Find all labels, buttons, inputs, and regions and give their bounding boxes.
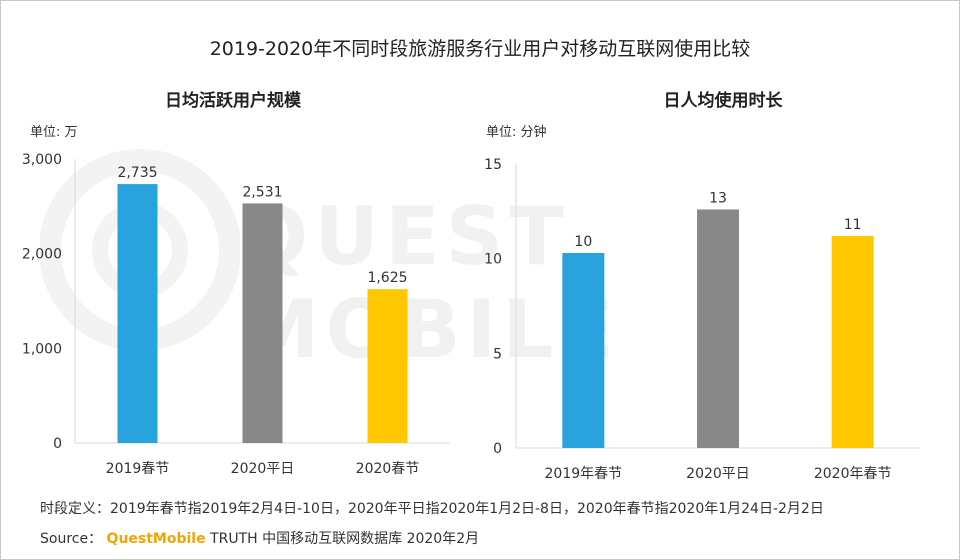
- watermark-text: QUEST MOBILE: [240, 190, 620, 376]
- data-label: 1,625: [367, 270, 407, 286]
- y-tick-label: 0: [493, 441, 502, 457]
- bar: [562, 252, 605, 448]
- source-rest: TRUTH 中国移动互联网数据库 2020年2月: [210, 531, 480, 547]
- source-brand: QuestMobile: [106, 531, 206, 547]
- bar: [831, 235, 874, 448]
- x-tick-label: 2020平日: [686, 466, 750, 482]
- x-tick-label: 2019年春节: [545, 466, 623, 482]
- x-tick-label: 2020春节: [356, 461, 420, 477]
- x-tick-label: 2020平日: [231, 461, 295, 477]
- y-tick-label: 10: [484, 252, 502, 268]
- y-tick-label: 1,000: [22, 341, 62, 357]
- chart-title: 日均活跃用户规模: [165, 90, 302, 111]
- bar: [367, 289, 408, 443]
- data-label: 2,531: [242, 184, 282, 200]
- bar: [117, 184, 158, 443]
- y-tick-label: 2,000: [22, 247, 62, 263]
- page-title: 2019-2020年不同时段旅游服务行业用户对移动互联网使用比较: [209, 38, 751, 60]
- data-label: 11: [844, 217, 862, 233]
- bar: [697, 209, 739, 448]
- chart-title: 日人均使用时长: [664, 90, 784, 111]
- data-label: 10: [574, 234, 592, 250]
- source-label: Source：: [40, 531, 103, 547]
- x-tick-label: 2020年春节: [814, 466, 892, 482]
- unit-label: 单位: 万: [30, 125, 78, 140]
- footer-source: Source： QuestMobile TRUTH 中国移动互联网数据库 202…: [40, 528, 479, 548]
- y-tick-label: 15: [484, 157, 502, 173]
- x-tick-label: 2019春节: [106, 461, 170, 477]
- bar: [242, 203, 283, 443]
- y-tick-label: 5: [493, 346, 502, 362]
- y-tick-label: 3,000: [22, 152, 62, 168]
- data-label: 2,735: [117, 165, 157, 181]
- y-tick-label: 0: [53, 436, 62, 452]
- unit-label: 单位: 分钟: [486, 124, 547, 140]
- data-label: 13: [709, 190, 727, 206]
- footer-definition: 时段定义：2019年春节指2019年2月4日-10日，2020年平日指2020年…: [40, 501, 824, 517]
